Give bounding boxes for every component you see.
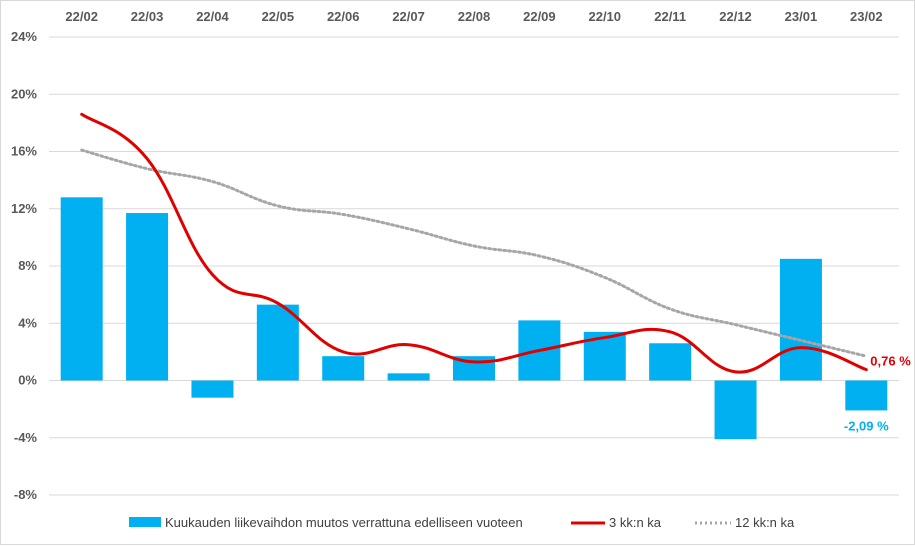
y-tick-label: -8% [14,487,38,502]
y-tick-label: 12% [11,201,37,216]
x-tick-label: 22/02 [65,9,98,24]
x-tick-label: 22/12 [719,9,752,24]
gridlines [49,36,899,496]
end-annotations: 0,76 % -2,09 % [844,354,911,434]
bar [191,380,234,398]
bar [387,373,430,381]
legend-bar-swatch [129,517,161,527]
legend-3-month-label: 3 kk:n ka [609,515,662,530]
bar [845,380,888,411]
line-3-month-average [80,112,868,374]
x-axis-tick-labels: 22/02 22/03 22/04 22/05 22/06 22/07 22/08 22/09… [65,9,882,24]
bar [60,197,103,381]
y-tick-label: 16% [11,144,37,159]
x-tick-label: 23/02 [850,9,883,24]
bar [256,304,299,381]
bar [714,380,757,440]
x-tick-label: 22/09 [523,9,556,24]
x-tick-label: 22/10 [588,9,621,24]
x-tick-label: 23/01 [785,9,818,24]
x-tick-label: 22/04 [196,9,229,24]
bar [126,213,169,381]
x-tick-label: 22/07 [392,9,425,24]
y-tick-label: 0% [18,373,37,388]
line-12-month-average [80,148,868,358]
legend-12-month-label: 12 kk:n ka [735,515,795,530]
bar-series [60,197,888,440]
bar [322,356,365,381]
y-tick-label: 8% [18,258,37,273]
line-end-label: 0,76 % [870,354,911,369]
y-tick-label: 4% [18,315,37,330]
x-tick-label: 22/11 [654,9,686,24]
y-tick-label: -4% [14,430,38,445]
bar [779,258,822,381]
x-tick-label: 22/08 [458,9,491,24]
legend-bar-label: Kuukauden liikevaihdon muutos verrattuna… [165,515,523,530]
bar [649,343,692,381]
3-month-average-series [80,112,868,374]
y-axis-tick-labels: 24% 20% 16% 12% 8% 4% 0% -4% -8% [11,29,37,502]
x-tick-label: 22/05 [262,9,295,24]
x-tick-label: 22/03 [131,9,164,24]
bar-end-label: -2,09 % [844,418,889,433]
y-tick-label: 20% [11,86,37,101]
12-month-average-series [80,148,868,358]
y-tick-label: 24% [11,29,37,44]
x-tick-label: 22/06 [327,9,360,24]
legend: Kuukauden liikevaihdon muutos verrattuna… [129,515,795,530]
